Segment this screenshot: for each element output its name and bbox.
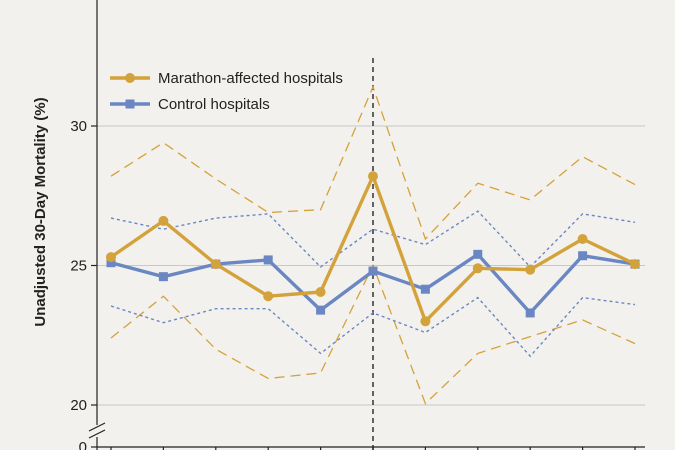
data-point [316,305,326,315]
y-tick-label-25: 25 [70,258,87,275]
ci-lower-line [110,296,636,358]
axis-break-mark [88,422,106,439]
confidence-bands [110,85,636,405]
data-point [263,291,274,302]
data-point [158,215,169,226]
data-point [106,252,116,263]
legend-marker [125,73,135,83]
legend: Marathon-affected hospitals Control hospi… [110,70,343,113]
data-point [578,251,588,261]
data-point [368,171,378,182]
data-point [473,249,483,259]
data-point [472,263,483,274]
y-tick-label-20: 20 [70,397,87,414]
legend-marker [125,99,135,109]
legend-label: Marathon-affected hospitals [158,70,343,87]
ci-upper-line [110,85,636,241]
y-axis-title: Unadjusted 30-Day Mortality (%) [32,97,49,326]
data-point [420,316,431,327]
data-point [630,259,640,270]
series-lines [106,171,640,327]
data-point [420,284,430,294]
data-point [210,259,221,270]
data-point [158,272,168,282]
data-point [577,233,588,244]
y-tick-label-zero: 0 [79,439,87,450]
data-point [525,264,536,275]
y-tick-label-30: 30 [70,118,87,135]
legend-label: Control hospitals [158,96,270,113]
data-point [106,258,116,268]
data-point [368,266,378,276]
ci-lower-line [110,263,636,405]
ci-upper-line [110,210,636,268]
data-point [525,308,535,318]
grid-lines [97,125,645,406]
data-point [263,255,273,265]
data-point [315,287,326,298]
